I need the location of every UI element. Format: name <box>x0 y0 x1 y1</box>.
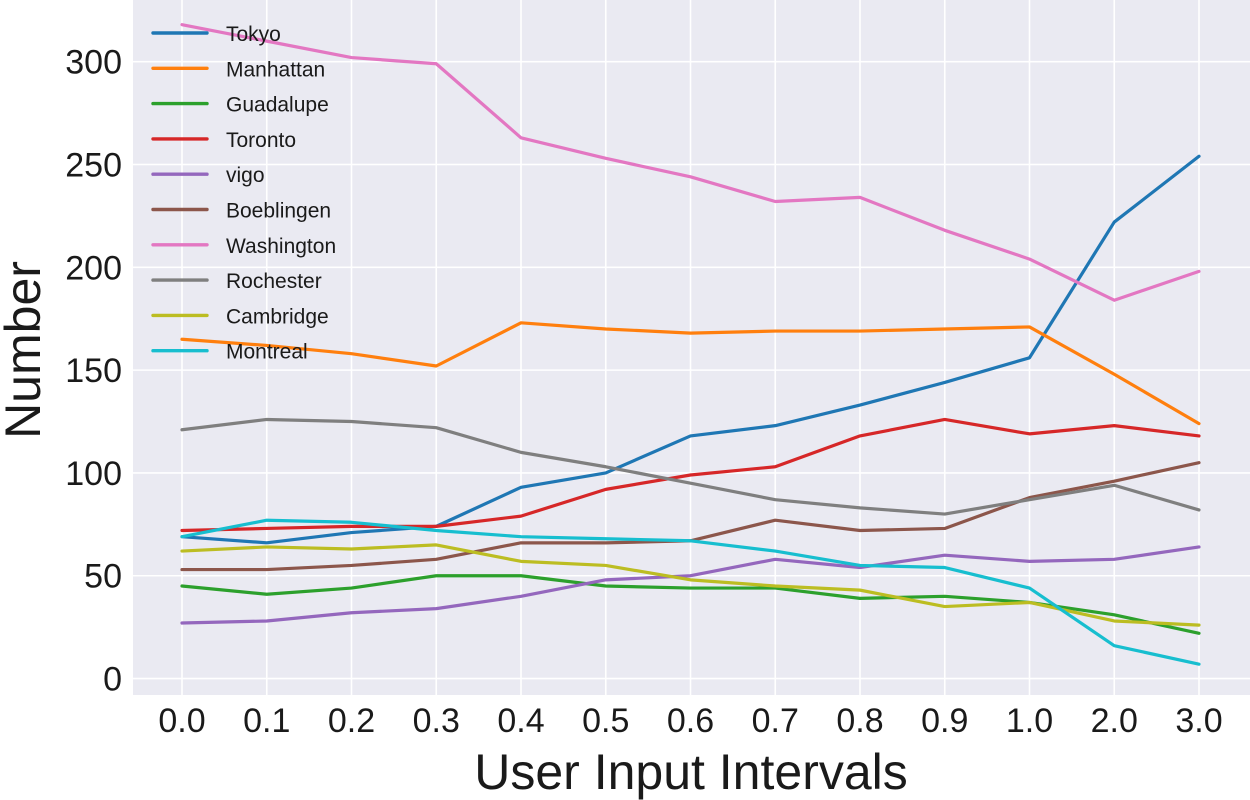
x-tick-label: 0.0 <box>158 702 205 740</box>
x-tick-label: 0.8 <box>836 702 883 740</box>
x-tick-label: 0.7 <box>752 702 799 740</box>
grid <box>133 0 1250 695</box>
x-tick-label: 0.3 <box>413 702 460 740</box>
x-tick-label: 3.0 <box>1175 702 1222 740</box>
y-tick-label: 50 <box>84 558 122 596</box>
series-line-washington <box>180 23 1201 302</box>
legend-item: Rochester <box>151 270 322 293</box>
legend-item: Washington <box>151 235 336 258</box>
series-line-tokyo <box>180 154 1201 545</box>
x-axis-ticks: 0.0 0.1 0.2 0.3 0.4 0.5 0.6 0.7 0.8 0.9 1.0 2.0 3.0 <box>158 702 1222 740</box>
legend-item: Guadalupe <box>151 94 329 117</box>
series-line-manhattan <box>180 321 1201 426</box>
legend-label: Rochester <box>226 270 322 293</box>
legend-label: Cambridge <box>226 305 329 328</box>
y-tick-label: 150 <box>65 352 122 390</box>
legend-item: Cambridge <box>151 305 329 328</box>
series-line-cambridge <box>180 543 1201 627</box>
legend-label: vigo <box>226 164 265 187</box>
legend-label: Guadalupe <box>226 94 329 117</box>
y-tick-label: 250 <box>65 146 122 184</box>
x-axis-label: User Input Intervals <box>474 744 908 800</box>
y-axis-ticks: 0 50 100 150 200 250 300 <box>65 44 122 699</box>
legend-label: Washington <box>226 235 336 258</box>
x-tick-label: 1.0 <box>1006 702 1053 740</box>
legend-item: vigo <box>151 164 265 187</box>
y-tick-label: 300 <box>65 44 122 82</box>
legend-label: Tokyo <box>226 23 281 46</box>
series-lines <box>180 23 1201 666</box>
legend-item: Tokyo <box>151 23 281 46</box>
legend: Tokyo Manhattan Guadalupe Toronto vigo Boebli… <box>151 23 336 364</box>
series-line-toronto <box>180 417 1201 533</box>
y-axis-label: Number <box>0 261 51 439</box>
series-line-vigo <box>180 545 1201 625</box>
x-tick-label: 0.6 <box>667 702 714 740</box>
x-tick-label: 0.5 <box>582 702 629 740</box>
legend-item: Manhattan <box>151 58 325 81</box>
legend-item: Boeblingen <box>151 200 331 223</box>
series-line-rochester <box>180 417 1201 516</box>
series-line-montreal <box>180 518 1201 666</box>
legend-label: Boeblingen <box>226 200 331 223</box>
legend-label: Toronto <box>226 129 296 152</box>
x-tick-label: 0.1 <box>243 702 290 740</box>
legend-label: Montreal <box>226 341 308 364</box>
x-tick-label: 0.2 <box>328 702 375 740</box>
x-tick-label: 0.9 <box>921 702 968 740</box>
legend-label: Manhattan <box>226 58 325 81</box>
legend-item: Toronto <box>151 129 296 152</box>
x-tick-label: 0.4 <box>497 702 544 740</box>
y-tick-label: 0 <box>103 661 122 699</box>
y-tick-label: 100 <box>65 455 122 493</box>
y-tick-label: 200 <box>65 249 122 287</box>
x-tick-label: 2.0 <box>1091 702 1138 740</box>
legend-item: Montreal <box>151 341 308 364</box>
